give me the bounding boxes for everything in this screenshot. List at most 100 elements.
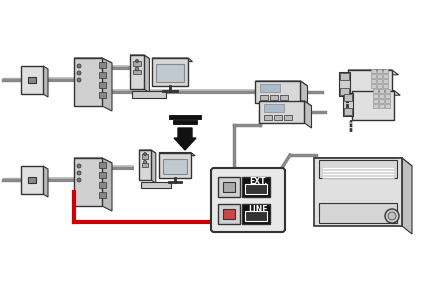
Polygon shape — [260, 101, 312, 106]
Polygon shape — [255, 81, 308, 86]
Bar — [284, 115, 292, 120]
Bar — [275, 115, 283, 120]
Bar — [377, 69, 382, 73]
Bar — [383, 84, 388, 88]
Circle shape — [143, 160, 147, 164]
Circle shape — [135, 67, 139, 71]
Bar — [21, 166, 43, 194]
Bar — [74, 58, 102, 106]
Bar — [373, 99, 378, 103]
Bar — [379, 104, 384, 108]
Circle shape — [77, 78, 81, 82]
Bar — [319, 203, 397, 223]
Bar — [74, 158, 102, 206]
Bar — [159, 152, 191, 178]
Bar — [373, 104, 378, 108]
Bar — [371, 74, 376, 78]
Polygon shape — [151, 150, 156, 183]
Bar — [223, 209, 235, 219]
Circle shape — [77, 71, 81, 75]
Bar — [99, 82, 106, 88]
Bar — [163, 158, 187, 173]
Polygon shape — [402, 158, 412, 234]
FancyArrow shape — [174, 128, 196, 150]
Bar — [132, 91, 166, 98]
Polygon shape — [300, 81, 308, 108]
Bar — [379, 89, 384, 93]
Bar — [218, 204, 240, 224]
Polygon shape — [304, 101, 312, 128]
Bar — [261, 84, 280, 92]
Polygon shape — [43, 66, 48, 97]
Bar — [152, 58, 188, 86]
Bar — [142, 163, 148, 167]
Bar — [340, 88, 349, 95]
Bar — [339, 72, 350, 96]
Bar — [377, 79, 382, 83]
Bar — [99, 172, 106, 178]
Polygon shape — [144, 55, 150, 93]
Bar — [314, 158, 402, 226]
Bar — [322, 167, 394, 169]
Bar — [371, 79, 376, 83]
Bar — [242, 204, 270, 224]
Bar — [385, 94, 390, 98]
Bar — [21, 66, 43, 94]
Bar — [377, 74, 382, 78]
Polygon shape — [314, 158, 412, 166]
Polygon shape — [74, 158, 112, 163]
Circle shape — [388, 212, 396, 220]
Bar — [340, 73, 349, 80]
Bar — [261, 95, 269, 100]
Bar — [379, 94, 384, 98]
Text: LINE: LINE — [248, 205, 268, 214]
Bar — [377, 84, 382, 88]
Bar — [270, 95, 278, 100]
Circle shape — [77, 178, 81, 182]
Bar — [373, 89, 378, 93]
Circle shape — [385, 209, 399, 223]
Bar — [142, 154, 148, 159]
Bar — [218, 177, 240, 197]
Bar — [99, 182, 106, 188]
Bar — [139, 150, 151, 180]
Bar — [141, 182, 171, 188]
Bar — [133, 61, 141, 66]
Bar — [245, 184, 267, 194]
Bar — [255, 81, 300, 103]
Polygon shape — [43, 166, 48, 197]
Bar — [373, 94, 378, 98]
Bar — [344, 107, 352, 115]
Polygon shape — [102, 58, 112, 111]
Bar — [264, 115, 272, 120]
Circle shape — [77, 171, 81, 175]
Bar — [322, 173, 394, 175]
Bar — [344, 94, 352, 100]
Bar — [264, 104, 284, 112]
Bar — [245, 211, 267, 221]
Circle shape — [77, 164, 81, 168]
Polygon shape — [352, 91, 400, 95]
Bar — [383, 79, 388, 83]
Polygon shape — [152, 58, 193, 61]
Circle shape — [77, 64, 81, 68]
Text: EXT.: EXT. — [249, 178, 267, 187]
Bar — [133, 70, 141, 74]
Bar — [352, 91, 394, 119]
Bar — [322, 170, 394, 172]
Bar — [322, 176, 394, 178]
Bar — [99, 72, 106, 78]
Bar — [99, 62, 106, 68]
Bar — [343, 92, 353, 116]
Bar — [379, 99, 384, 103]
Bar — [28, 177, 36, 183]
Bar — [385, 104, 390, 108]
Polygon shape — [139, 150, 156, 153]
Bar — [99, 92, 106, 98]
Bar — [385, 89, 390, 93]
Bar — [223, 182, 235, 192]
Circle shape — [144, 152, 147, 155]
Polygon shape — [348, 70, 398, 75]
Bar — [156, 64, 184, 82]
Bar — [280, 95, 289, 100]
